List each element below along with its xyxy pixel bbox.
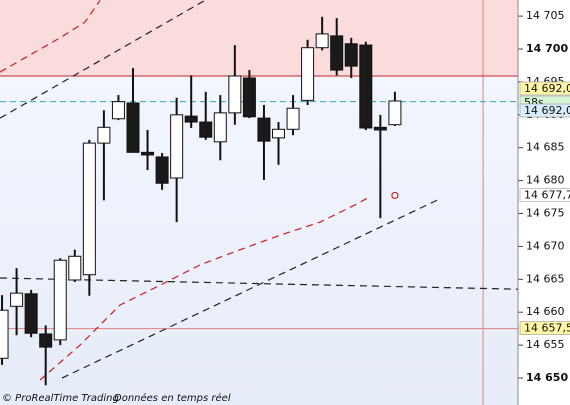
candle-body [286, 107, 300, 130]
y-tick-label: 14 680 [526, 174, 565, 187]
price-tag-box [519, 81, 570, 96]
y-tick-label: 14 655 [526, 338, 565, 351]
price-tag: 14 677,75 [519, 188, 570, 202]
candle-body [111, 101, 125, 120]
candle-body [228, 75, 242, 114]
candle-body [199, 121, 213, 138]
candle-body [82, 142, 96, 276]
candle-body [68, 255, 82, 281]
y-axis-area [518, 0, 570, 405]
y-tick-label: 14 675 [526, 207, 565, 220]
trend-line [61, 199, 439, 379]
price-tag-label: 14 692,00 [524, 82, 570, 95]
candle-body [141, 151, 155, 156]
price-tag-label: 14 677,75 [524, 188, 570, 201]
candle-body [97, 126, 111, 144]
copyright: © ProRealTime Trading [2, 393, 119, 404]
candle-body [170, 114, 184, 179]
candle-body [0, 309, 9, 359]
y-tick-label: 14 670 [526, 239, 565, 252]
zone [0, 0, 518, 76]
candle-body [301, 47, 315, 101]
candle-body [213, 112, 227, 143]
plot [0, 0, 518, 405]
candle-body [344, 43, 358, 67]
price-tag: 14 692,00 [519, 103, 570, 118]
candle-body [184, 115, 198, 123]
price-tag: 14 692,00 [519, 81, 570, 96]
price-tag: 14 657,50 [519, 321, 570, 335]
candle-body [315, 33, 329, 49]
y-tick-label: 14 650 [526, 371, 568, 384]
candle-body [359, 44, 373, 129]
y-tick-label: 14 665 [526, 272, 565, 285]
price-tag-label: 14 657,50 [524, 322, 570, 335]
candle-body [330, 35, 344, 71]
candle-body [271, 128, 285, 139]
candle-body [39, 333, 53, 348]
candle-body [242, 77, 256, 118]
trend-line [39, 197, 369, 381]
price-tag-box [519, 321, 570, 335]
y-tick-label: 14 660 [526, 305, 565, 318]
candle-body [24, 293, 38, 334]
candle-body [373, 126, 387, 131]
price-tag-box [519, 103, 570, 118]
price-tag-box [519, 188, 570, 202]
price-tag-label: 14 692,00 [524, 104, 570, 117]
candle-body [257, 117, 271, 142]
candle-body [10, 292, 24, 307]
candle-body [53, 259, 67, 341]
y-tick-label: 14 685 [526, 141, 565, 154]
y-tick-label: 14 700 [526, 42, 568, 55]
candle-body [388, 100, 402, 126]
trend-line [0, 277, 518, 290]
candle-body [126, 102, 140, 153]
realtime-note: Données en temps réel [114, 392, 231, 404]
indicator-point [391, 191, 399, 200]
y-axis: 14 650 14 655 14 660 14 665 14 670 14 675 14 6… [517, 0, 570, 405]
candle-body [155, 156, 169, 184]
trend-line [0, 0, 206, 119]
y-tick-label: 14 705 [526, 9, 565, 22]
